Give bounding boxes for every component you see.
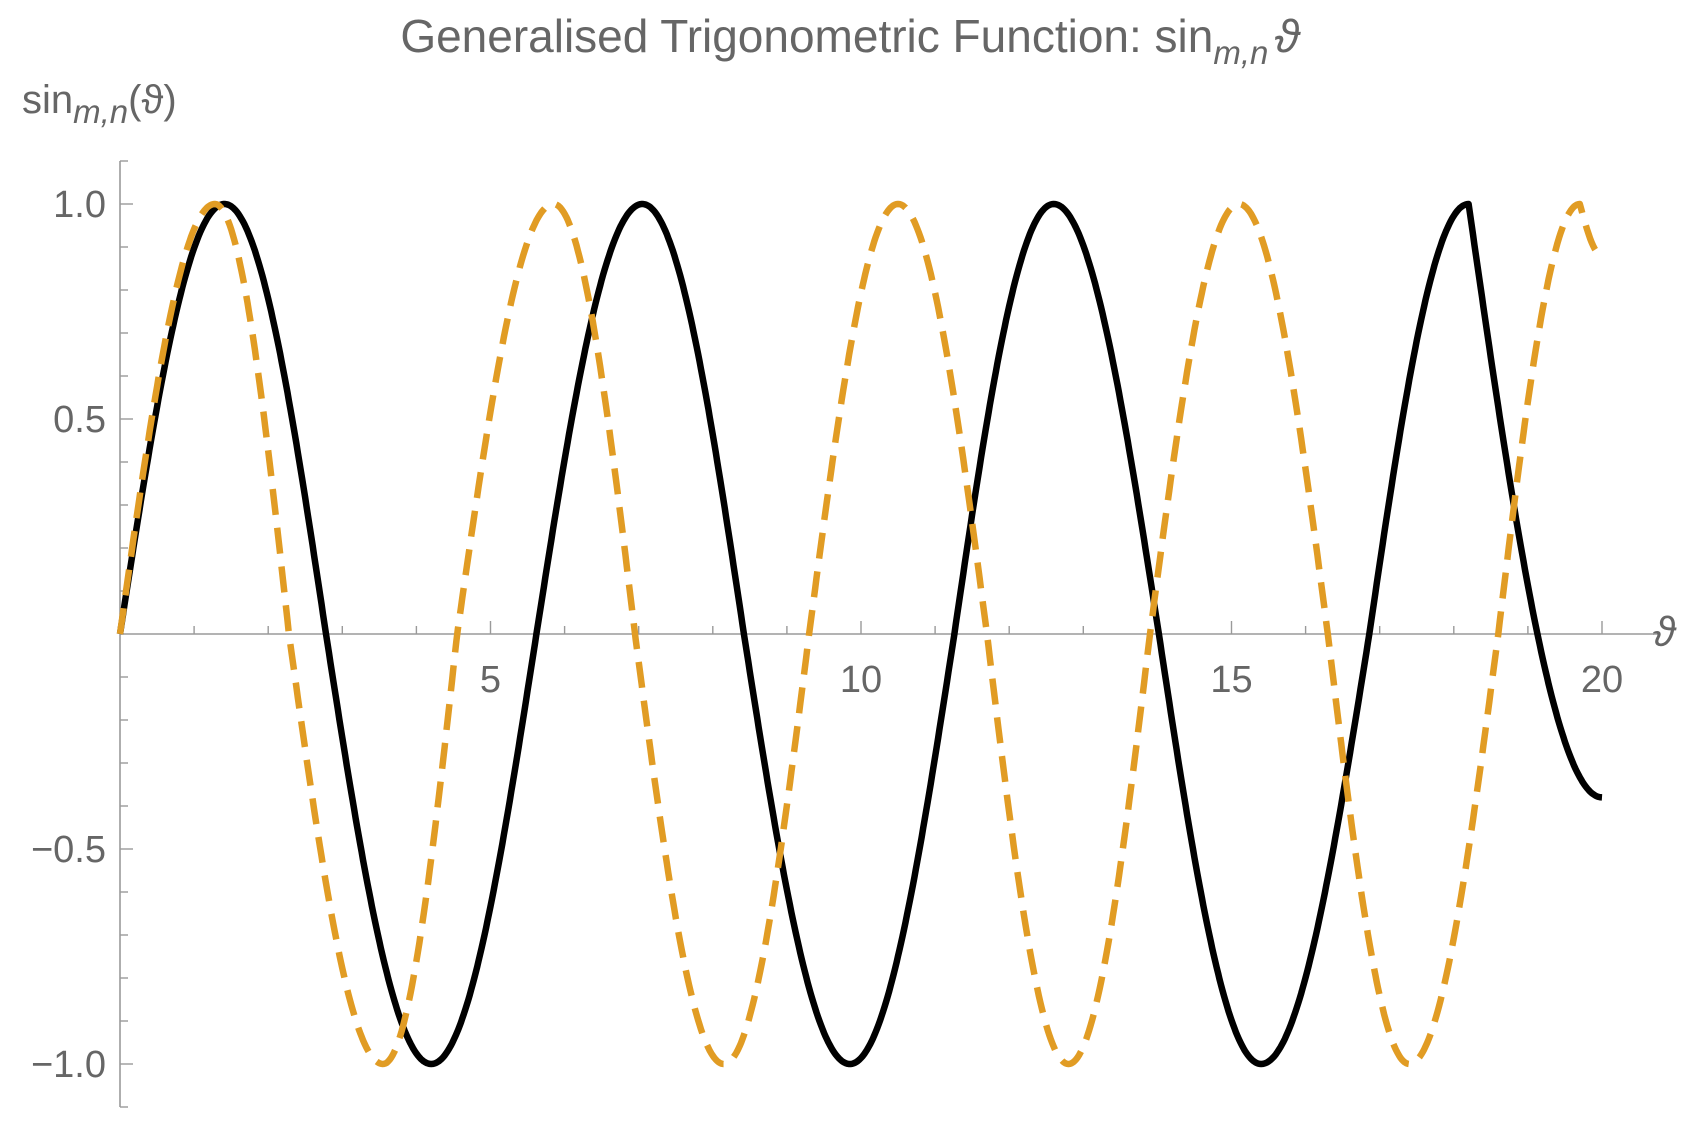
series-line-1 xyxy=(116,200,1604,1068)
x-tick-label: 10 xyxy=(840,659,882,701)
x-tick-label: 20 xyxy=(1581,659,1623,701)
axes: 5 10 15 20 1.0 0.5 −0.5 −1.0 xyxy=(31,160,1658,1108)
y-tick-label: 0.5 xyxy=(53,399,106,441)
y-axis-label: sinm,n(ϑ) xyxy=(22,78,177,130)
y-axis-label-tail: (ϑ) xyxy=(128,78,177,122)
series-line-2 xyxy=(116,200,1604,1068)
chart-title-main: Generalised Trigonometric Function: sin xyxy=(400,10,1213,62)
series-group xyxy=(116,200,1604,1068)
chart-title-sub: m,n xyxy=(1213,34,1268,71)
chart-title: Generalised Trigonometric Function: sinm… xyxy=(400,10,1301,71)
x-axis-label: ϑ xyxy=(1652,608,1677,655)
y-axis-label-main: sin xyxy=(22,78,73,122)
y-axis-label-sub: m,n xyxy=(73,93,128,130)
x-tick-label: 5 xyxy=(480,659,501,701)
y-tick-label: −1.0 xyxy=(31,1044,106,1086)
chart-title-tail: ϑ xyxy=(1274,10,1301,62)
y-tick-label: 1.0 xyxy=(53,184,106,226)
y-tick-label: −0.5 xyxy=(31,829,106,871)
x-tick-label: 15 xyxy=(1210,659,1252,701)
